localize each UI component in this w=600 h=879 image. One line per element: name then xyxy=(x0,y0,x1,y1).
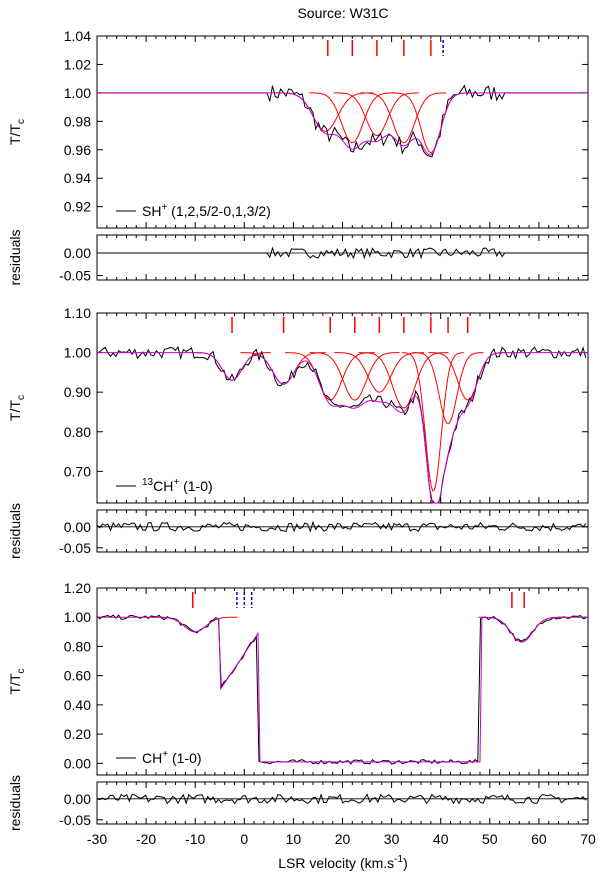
y-tick-label: 1.00 xyxy=(64,609,91,625)
y-axis-label: residuals xyxy=(7,775,23,831)
y-tick-label: 0.94 xyxy=(64,170,91,186)
y-axis-label: T/Tc xyxy=(7,395,27,421)
y-axis-label: residuals xyxy=(7,229,23,285)
y-tick-label: 1.04 xyxy=(64,28,91,44)
residual-trace xyxy=(97,246,586,260)
component-gaussian xyxy=(309,352,400,401)
y-tick-label: 1.20 xyxy=(64,580,91,596)
y-axis-label: T/Tc xyxy=(7,669,27,695)
x-tick-label: 60 xyxy=(531,831,547,847)
legend-label: CH+ (1-0) xyxy=(142,749,202,766)
x-tick-label: 10 xyxy=(286,831,302,847)
y-tick-label: 0.60 xyxy=(64,668,91,684)
plot-frame xyxy=(96,234,589,281)
y-tick-label: 0.96 xyxy=(64,142,91,158)
x-tick-label: -20 xyxy=(136,831,156,847)
y-tick-label: 0.98 xyxy=(64,113,91,129)
panels: 1.04 1.02 1.00 0.98 0.96 0.94 0.92 T/Tc SH+ (1,2… xyxy=(7,28,596,847)
component-gaussian xyxy=(334,352,424,393)
y-tick-label: 0.80 xyxy=(64,638,91,654)
y-tick-label: 1.10 xyxy=(64,305,91,321)
component-gaussian xyxy=(276,92,374,132)
model-fit xyxy=(97,92,588,156)
x-axis-label: LSR velocity (km.s-1) xyxy=(278,854,408,871)
plot-frame xyxy=(96,312,589,504)
x-tick-label: -10 xyxy=(185,831,205,847)
x-tick-label: 40 xyxy=(433,831,449,847)
y-tick-label: 0.40 xyxy=(64,697,91,713)
x-tick-label: -30 xyxy=(87,831,107,847)
y-tick-label: -0.05 xyxy=(59,268,91,284)
y-axis-label: residuals xyxy=(7,503,23,559)
figure-title: Source: W31C xyxy=(297,5,388,21)
y-tick-label: 0.92 xyxy=(64,199,91,215)
component-gaussian xyxy=(391,92,470,154)
observed-spectrum xyxy=(96,346,587,504)
legend-label: SH+ (1,2,5/2-0,1,3/2) xyxy=(142,202,271,219)
y-axis-label: T/Tc xyxy=(7,119,27,145)
component-gaussian xyxy=(358,352,449,409)
component-gaussian xyxy=(478,616,564,643)
y-tick-label: 0.90 xyxy=(64,384,91,400)
residual-trace xyxy=(96,793,587,805)
model-fit xyxy=(97,352,588,504)
y-tick-label: 1.02 xyxy=(64,56,91,72)
y-tick-label: 0.80 xyxy=(64,424,91,440)
component-gaussian xyxy=(360,92,447,144)
y-tick-label: 0.00 xyxy=(64,245,91,261)
plot-frame xyxy=(96,35,589,229)
model-fit xyxy=(97,616,588,763)
x-tick-label: 30 xyxy=(384,831,400,847)
component-gaussian xyxy=(309,92,395,144)
plot-frame xyxy=(96,509,589,553)
plot-frame xyxy=(96,587,589,776)
y-tick-label: -0.05 xyxy=(59,812,91,828)
component-gaussian xyxy=(192,352,271,381)
y-tick-label: 1.00 xyxy=(64,85,91,101)
x-tick-label: 70 xyxy=(580,831,596,847)
y-tick-label: -0.05 xyxy=(59,540,91,556)
observed-spectrum xyxy=(96,614,586,765)
component-gaussian xyxy=(333,92,420,137)
observed-spectrum xyxy=(97,84,586,158)
y-tick-label: 0.00 xyxy=(64,755,91,771)
x-tick-label: 20 xyxy=(335,831,351,847)
y-tick-label: 1.00 xyxy=(64,345,91,361)
component-gaussian xyxy=(401,352,464,492)
x-tick-label: 50 xyxy=(482,831,498,847)
y-tick-label: 0.00 xyxy=(64,791,91,807)
legend-label: 13CH+ (1-0) xyxy=(142,477,213,494)
y-tick-label: 0.00 xyxy=(64,519,91,535)
y-tick-label: 0.70 xyxy=(64,463,91,479)
component-gaussian xyxy=(412,352,484,425)
residual-trace xyxy=(96,520,587,533)
y-tick-label: 0.20 xyxy=(64,726,91,742)
x-tick-label: 0 xyxy=(240,831,248,847)
